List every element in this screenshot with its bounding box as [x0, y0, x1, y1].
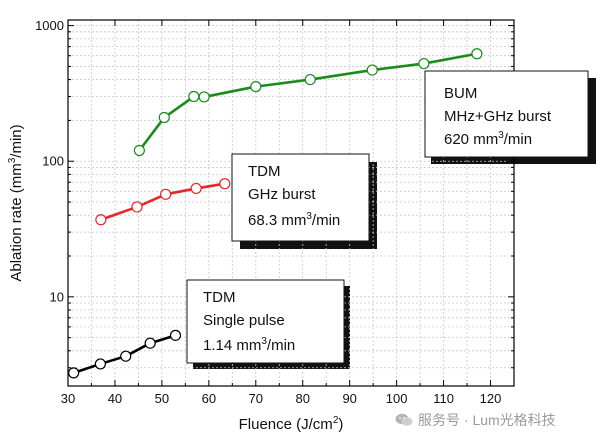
x-tick-label: 60	[202, 391, 216, 406]
data-point	[133, 144, 145, 157]
data-point	[304, 73, 316, 86]
data-point	[131, 201, 143, 213]
data-point	[160, 188, 172, 200]
series-0	[68, 329, 182, 379]
annotation-single-pulse: TDM Single pulse 1.14 mm3/min	[186, 279, 345, 364]
y-tick-label: 100	[42, 154, 64, 169]
data-point	[250, 81, 262, 93]
plot-frame	[67, 19, 515, 387]
x-tick-label: 100	[386, 391, 408, 406]
axis-ticks: 30 40 50 60 70 80 90 100 110 120 10 100 1000	[35, 18, 514, 406]
data-point	[94, 358, 106, 370]
x-tick-label: 90	[342, 391, 356, 406]
x-tick-label: 70	[249, 391, 263, 406]
x-tick-label: 120	[480, 391, 502, 406]
series-1	[95, 178, 231, 226]
data-point	[418, 57, 430, 70]
series-line	[100, 182, 226, 222]
x-tick-label: 40	[108, 391, 122, 406]
annotation-ghz-burst: TDM GHz burst 68.3 mm3/min	[231, 153, 370, 242]
x-tick-label: 30	[61, 391, 75, 406]
y-tick-label: 1000	[35, 18, 64, 33]
data-point	[219, 178, 231, 190]
data-point	[95, 214, 107, 226]
annotation-line-2: GHz burst	[248, 186, 316, 203]
data-point	[366, 64, 378, 76]
annotation-mhz-ghz-burst: BUM MHz+GHz burst 620 mm3/min	[424, 70, 589, 158]
data-point	[169, 329, 182, 341]
annotation-line-1: BUM	[444, 85, 477, 102]
x-tick-label: 80	[296, 391, 310, 406]
y-tick-label: 10	[50, 289, 64, 304]
x-axis-title: Fluence (J/cm2)	[239, 415, 344, 433]
watermark: 服务号 · Lum光格科技	[395, 410, 556, 430]
series-2	[133, 48, 483, 157]
y-axis-title: Ablation rate (mm3/min)	[7, 124, 25, 281]
data-point	[471, 48, 483, 60]
data-point	[68, 367, 80, 379]
annotation-value: 68.3 mm3/min	[248, 211, 340, 229]
annotation-line-2: Single pulse	[203, 312, 285, 329]
data-point	[198, 91, 210, 103]
x-tick-label: 110	[433, 391, 454, 406]
wechat-icon	[395, 413, 413, 426]
data-point	[120, 350, 132, 362]
annotation-value: 620 mm3/min	[444, 130, 532, 148]
series-layer	[68, 48, 483, 379]
x-tick-label: 50	[155, 391, 169, 406]
data-point	[158, 111, 170, 124]
annotation-line-1: TDM	[203, 289, 236, 306]
annotation-line-1: TDM	[248, 163, 281, 180]
watermark-text: 服务号 · Lum光格科技	[418, 412, 556, 428]
data-point	[144, 337, 156, 349]
annotation-line-2: MHz+GHz burst	[444, 108, 552, 125]
data-point	[188, 90, 200, 103]
annotation-value: 1.14 mm3/min	[203, 336, 295, 354]
data-point	[190, 182, 202, 195]
